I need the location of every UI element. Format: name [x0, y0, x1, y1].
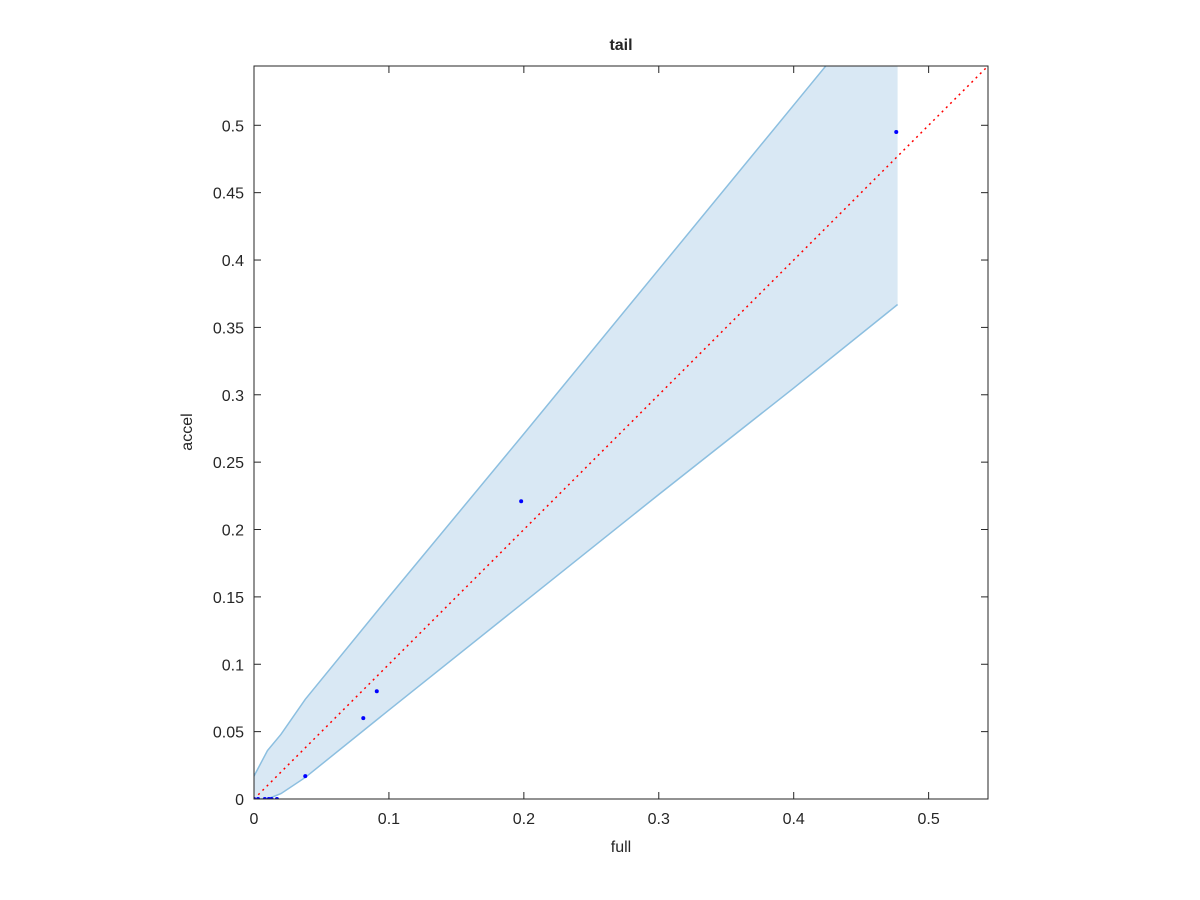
data-point	[894, 130, 899, 135]
x-tick-label: 0.5	[918, 811, 940, 828]
band-edge	[254, 66, 827, 777]
data-point	[303, 774, 308, 779]
y-tick-label: 0.1	[222, 657, 244, 674]
y-tick-label: 0.45	[213, 186, 244, 203]
x-tick-label: 0.1	[378, 811, 400, 828]
y-tick-label: 0.35	[213, 320, 244, 337]
y-tick-label: 0.4	[222, 253, 244, 270]
reference-line	[254, 66, 988, 799]
data-point	[361, 716, 366, 721]
x-tick-label: 0.4	[783, 811, 805, 828]
plot-area	[254, 66, 988, 799]
data-point	[519, 499, 524, 504]
chart-title: tail	[609, 37, 632, 54]
x-tick-label: 0.2	[513, 811, 535, 828]
y-tick-label: 0.15	[213, 590, 244, 607]
y-tick-label: 0	[235, 792, 244, 809]
y-tick-label: 0.3	[222, 388, 244, 405]
y-tick-label: 0.05	[213, 725, 244, 742]
band-fill	[254, 66, 898, 799]
y-tick-label: 0.2	[222, 523, 244, 540]
axes-box	[253, 65, 989, 800]
x-tick-label: 0	[250, 811, 259, 828]
y-tick-label: 0.5	[222, 118, 244, 135]
y-tick-label: 0.25	[213, 455, 244, 472]
data-point	[374, 689, 379, 694]
y-axis-label: accel	[179, 413, 196, 450]
x-axis-label: full	[611, 839, 631, 856]
x-tick-label: 0.3	[648, 811, 670, 828]
